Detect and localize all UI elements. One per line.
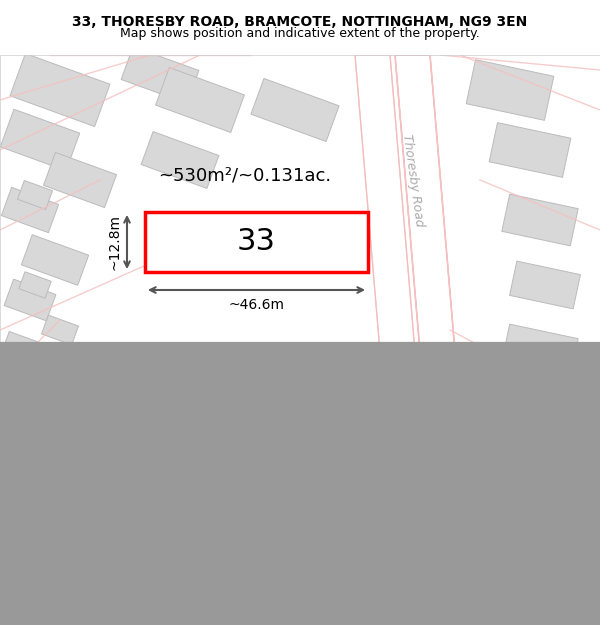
FancyBboxPatch shape <box>155 68 244 132</box>
Text: 33, THORESBY ROAD, BRAMCOTE, NOTTINGHAM, NG9 3EN: 33, THORESBY ROAD, BRAMCOTE, NOTTINGHAM,… <box>73 16 527 29</box>
FancyBboxPatch shape <box>246 454 334 516</box>
FancyBboxPatch shape <box>283 422 356 478</box>
Text: ~46.6m: ~46.6m <box>229 298 284 312</box>
FancyBboxPatch shape <box>43 152 116 208</box>
FancyBboxPatch shape <box>17 181 53 209</box>
Text: ~530m²/~0.131ac.: ~530m²/~0.131ac. <box>158 167 332 185</box>
FancyBboxPatch shape <box>10 54 110 126</box>
FancyBboxPatch shape <box>34 372 107 428</box>
FancyBboxPatch shape <box>155 442 244 508</box>
FancyBboxPatch shape <box>108 388 192 452</box>
FancyBboxPatch shape <box>22 235 89 285</box>
FancyBboxPatch shape <box>141 132 219 188</box>
FancyBboxPatch shape <box>19 272 51 298</box>
FancyBboxPatch shape <box>136 352 214 408</box>
Polygon shape <box>395 55 470 530</box>
FancyBboxPatch shape <box>509 261 580 309</box>
FancyBboxPatch shape <box>4 279 56 321</box>
Bar <box>145 212 368 272</box>
Text: Contains OS data © Crown copyright and database right 2021. This information is : Contains OS data © Crown copyright and d… <box>6 533 582 578</box>
FancyBboxPatch shape <box>502 324 578 376</box>
Text: ~12.8m: ~12.8m <box>108 214 122 270</box>
FancyBboxPatch shape <box>466 59 554 121</box>
Text: Thoresby Road: Thoresby Road <box>400 348 426 442</box>
FancyBboxPatch shape <box>489 122 571 177</box>
Polygon shape <box>355 55 430 530</box>
FancyBboxPatch shape <box>482 451 558 499</box>
FancyBboxPatch shape <box>121 47 199 103</box>
FancyBboxPatch shape <box>251 79 339 141</box>
FancyBboxPatch shape <box>0 109 80 171</box>
Text: 33: 33 <box>237 228 276 256</box>
FancyBboxPatch shape <box>502 194 578 246</box>
FancyBboxPatch shape <box>41 315 79 345</box>
FancyBboxPatch shape <box>1 188 59 232</box>
FancyBboxPatch shape <box>201 407 279 463</box>
FancyBboxPatch shape <box>489 388 571 442</box>
Text: Thoresby Road: Thoresby Road <box>400 132 426 228</box>
FancyBboxPatch shape <box>0 331 61 379</box>
Text: Map shows position and indicative extent of the property.: Map shows position and indicative extent… <box>120 27 480 39</box>
